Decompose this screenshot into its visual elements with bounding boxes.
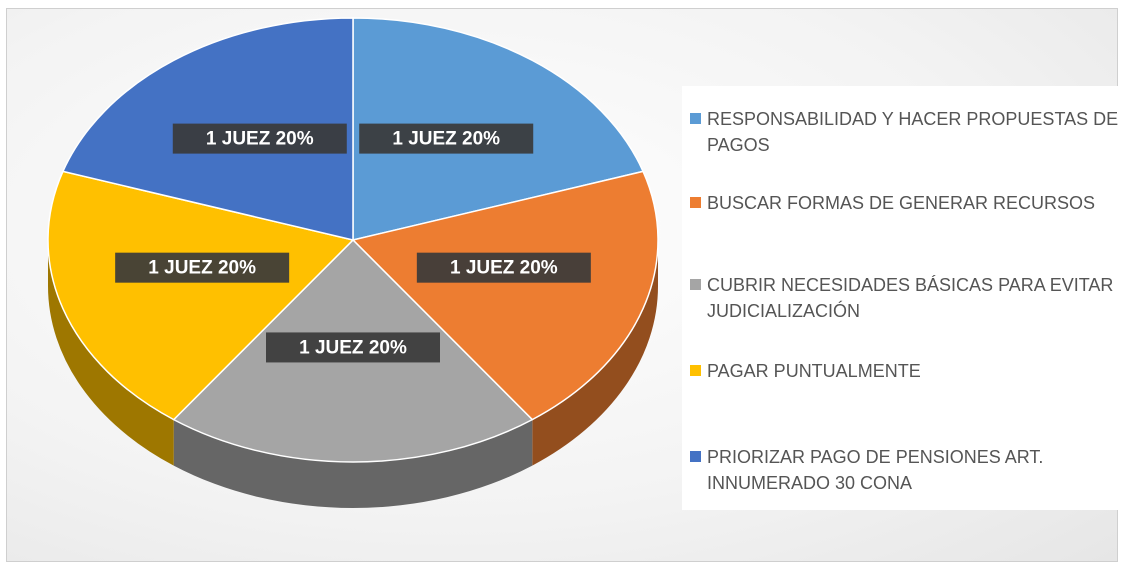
data-label: 1 JUEZ 20% [392, 129, 500, 150]
slice-side [173, 419, 533, 509]
legend-label: RESPONSABILIDAD Y HACER PROPUESTAS DE PA… [707, 109, 1119, 155]
slice-side [47, 240, 174, 466]
legend-item: PRIORIZAR PAGO DE PENSIONES ART. INNUMER… [690, 444, 1120, 496]
legend-label: CUBRIR NECESIDADES BÁSICAS PARA EVITAR J… [707, 275, 1114, 321]
data-label: 1 JUEZ 20% [450, 258, 558, 279]
legend-swatch [690, 279, 701, 290]
data-label: 1 JUEZ 20% [299, 337, 407, 358]
legend-label: PAGAR PUNTUALMENTE [707, 361, 921, 381]
legend-swatch [690, 113, 701, 124]
legend-item: PAGAR PUNTUALMENTE [690, 358, 1120, 384]
legend: RESPONSABILIDAD Y HACER PROPUESTAS DE PA… [682, 86, 1124, 510]
data-label: 1 JUEZ 20% [206, 129, 314, 150]
pie-chart: 1 JUEZ 20% 1 JUEZ 20% 1 JUEZ 20% 1 JUEZ 20%… [47, 17, 659, 509]
legend-swatch [690, 197, 701, 208]
data-label-bg [359, 123, 534, 154]
slice [47, 170, 355, 421]
data-label-bg [115, 252, 290, 283]
data-label-bg [266, 332, 440, 363]
legend-item: RESPONSABILIDAD Y HACER PROPUESTAS DE PA… [690, 106, 1120, 158]
legend-label: BUSCAR FORMAS DE GENERAR RECURSOS [707, 193, 1096, 213]
data-label-bg [172, 123, 347, 154]
legend-item: CUBRIR NECESIDADES BÁSICAS PARA EVITAR J… [690, 272, 1120, 324]
legend-swatch [690, 451, 701, 462]
slice-side [532, 240, 658, 466]
data-label-bg [416, 252, 591, 283]
slice [351, 170, 659, 421]
legend-swatch [690, 365, 701, 376]
data-label: 1 JUEZ 20% [148, 258, 256, 279]
legend-label: PRIORIZAR PAGO DE PENSIONES ART. INNUMER… [707, 447, 1044, 493]
legend-item: BUSCAR FORMAS DE GENERAR RECURSOS [690, 190, 1120, 216]
